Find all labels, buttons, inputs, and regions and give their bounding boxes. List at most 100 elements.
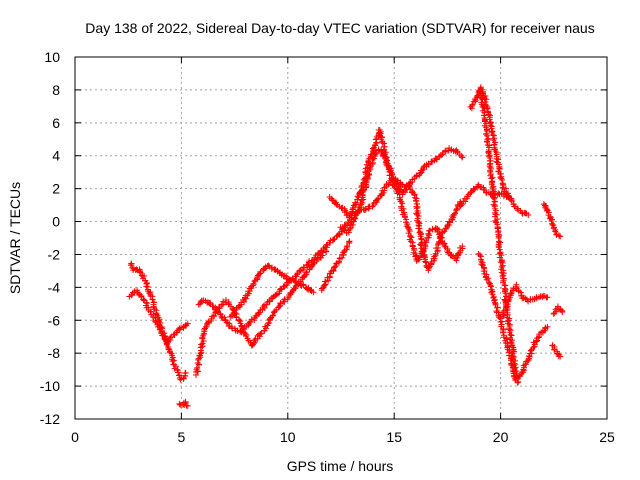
data-point — [415, 225, 422, 232]
x-axis-label: GPS time / hours — [287, 458, 394, 474]
data-point — [431, 253, 438, 260]
data-point — [265, 262, 272, 269]
data-point — [544, 294, 551, 301]
data-point — [272, 292, 279, 299]
data-point — [441, 242, 448, 249]
data-point — [306, 258, 313, 265]
data-point — [485, 135, 492, 142]
data-point — [436, 238, 443, 245]
x-tick-label: 0 — [71, 429, 79, 445]
data-point — [325, 277, 332, 284]
data-point — [169, 358, 176, 365]
data-point — [422, 238, 429, 245]
data-point — [360, 187, 367, 194]
data-point — [399, 200, 406, 207]
data-point — [499, 184, 506, 191]
data-point — [352, 199, 359, 206]
series-trace-13 — [500, 281, 551, 320]
data-point — [493, 308, 500, 315]
chart-title: Day 138 of 2022, Sidereal Day-to-day VTE… — [85, 20, 594, 36]
data-point — [168, 334, 175, 341]
data-point — [243, 332, 250, 339]
data-point — [236, 317, 243, 324]
data-point — [489, 291, 496, 298]
data-point — [281, 283, 288, 290]
data-point — [415, 212, 422, 219]
data-point — [248, 316, 255, 323]
data-point — [557, 233, 564, 240]
data-point — [489, 128, 496, 135]
series-trace-3 — [176, 398, 191, 409]
data-point — [557, 353, 564, 360]
data-point — [470, 185, 477, 192]
data-point — [194, 360, 201, 367]
data-point — [354, 208, 361, 215]
y-tick-label: 10 — [44, 49, 60, 65]
data-point — [270, 312, 277, 319]
data-point — [476, 252, 483, 259]
data-point — [359, 189, 366, 196]
y-tick-label: -10 — [40, 378, 60, 394]
data-point — [218, 313, 225, 320]
data-point — [340, 249, 347, 256]
data-point — [369, 145, 376, 152]
y-tick-label: -4 — [48, 279, 61, 295]
data-point — [548, 218, 555, 225]
data-point — [236, 303, 243, 310]
x-tick-labels: 0 5 10 15 20 25 — [71, 429, 615, 445]
series-trace-16 — [549, 342, 564, 360]
data-point — [159, 332, 166, 339]
data-point — [356, 204, 363, 211]
data-point — [335, 231, 342, 238]
data-point — [485, 111, 492, 118]
data-point — [525, 353, 532, 360]
data-point — [412, 194, 419, 201]
data-point — [469, 101, 476, 108]
data-point — [147, 308, 154, 315]
data-point — [184, 402, 191, 409]
data-point — [237, 328, 244, 335]
data-point — [413, 198, 420, 205]
data-point — [194, 364, 201, 371]
data-point — [211, 312, 218, 319]
data-point — [454, 205, 461, 212]
x-tick-label: 5 — [178, 429, 186, 445]
data-point — [320, 282, 327, 289]
data-point — [499, 176, 506, 183]
data-point — [477, 84, 484, 91]
data-point — [346, 238, 353, 245]
data-point — [556, 232, 563, 239]
data-point — [218, 302, 225, 309]
y-tick-label: 0 — [52, 214, 60, 230]
data-point — [468, 102, 475, 109]
data-point — [230, 310, 237, 317]
data-point — [500, 329, 507, 336]
data-point — [446, 218, 453, 225]
data-point — [459, 154, 466, 161]
y-tick-label: -6 — [48, 312, 61, 328]
data-point — [343, 243, 350, 250]
data-point — [425, 230, 432, 237]
data-point — [552, 228, 559, 235]
data-point — [489, 131, 496, 138]
series-trace-8 — [337, 146, 464, 274]
y-tick-label: -12 — [40, 411, 60, 427]
data-point — [422, 258, 429, 265]
data-point — [374, 196, 381, 203]
data-point — [372, 150, 379, 157]
data-point — [269, 312, 276, 319]
data-point — [294, 271, 301, 278]
y-axis-label: SDTVAR / TECUs — [7, 182, 23, 294]
data-point — [149, 313, 156, 320]
data-point — [481, 122, 488, 129]
data-point — [171, 365, 178, 372]
data-point — [166, 335, 173, 342]
y-tick-label: 6 — [52, 115, 60, 131]
series-trace-11 — [476, 87, 522, 386]
series-trace-12 — [475, 250, 551, 384]
plot-frame — [74, 56, 608, 420]
data-point — [277, 300, 284, 307]
data-point — [167, 349, 174, 356]
data-point — [198, 341, 205, 348]
series-trace-14 — [540, 201, 564, 240]
